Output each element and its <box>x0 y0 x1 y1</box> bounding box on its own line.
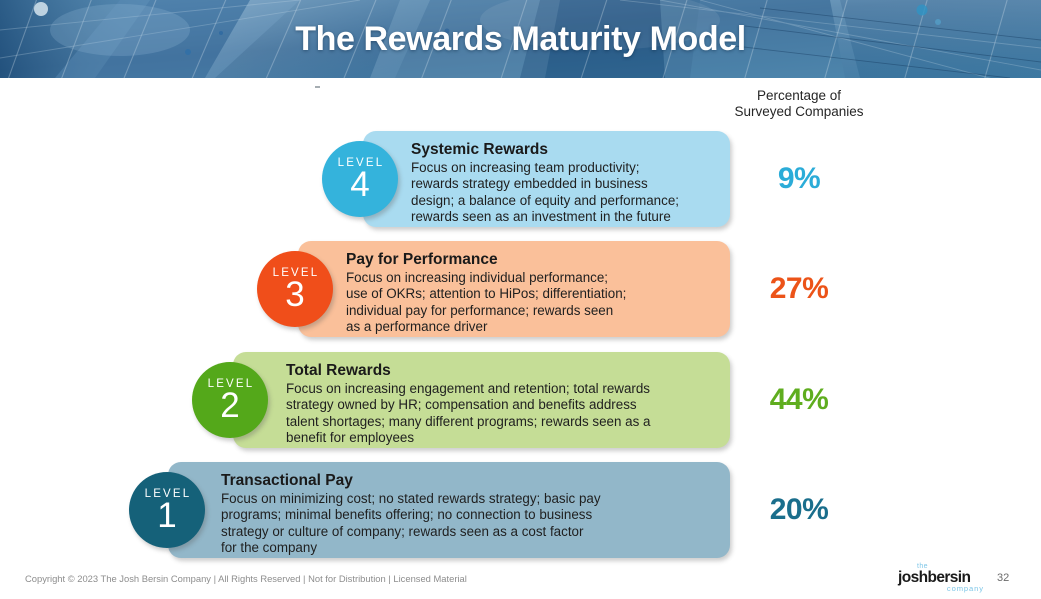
level-card-3 <box>298 241 730 337</box>
level-percentage-3: 27% <box>769 272 829 305</box>
maturity-level-row-1: LEVEL 1 Transactional Pay Focus on minim… <box>0 462 1041 558</box>
column-header-line1: Percentage of <box>756 88 842 103</box>
level-text-3: Pay for Performance Focus on increasing … <box>346 250 718 335</box>
logo-name-text: joshbersin <box>898 569 971 586</box>
level-card-4 <box>363 131 730 227</box>
level-text-1: Transactional Pay Focus on minimizing co… <box>221 471 636 556</box>
level-badge-1: LEVEL 1 <box>129 472 205 548</box>
level-badge-2: LEVEL 2 <box>192 362 268 438</box>
header-banner: The Rewards Maturity Model <box>0 0 1041 78</box>
level-badge-number-3: 3 <box>285 274 305 314</box>
level-title-2: Total Rewards <box>286 362 391 379</box>
level-title-4: Systemic Rewards <box>411 141 548 158</box>
level-title-3: Pay for Performance <box>346 251 498 268</box>
level-description-4: Focus on increasing team productivity; r… <box>411 160 679 224</box>
level-percentage-4: 9% <box>777 162 821 195</box>
level-badge-number-2: 2 <box>220 385 240 425</box>
column-header-line2: Surveyed Companies <box>734 103 864 119</box>
level-badge-4: LEVEL 4 <box>322 141 398 217</box>
level-badge-3: LEVEL 3 <box>257 251 333 327</box>
level-card-2 <box>233 352 730 448</box>
banner-background-image <box>0 0 1041 78</box>
level-percentage-2: 44% <box>769 383 829 416</box>
logo-the-text: the <box>917 563 928 570</box>
maturity-level-row-2: LEVEL 2 Total Rewards Focus on increasin… <box>0 352 1041 448</box>
level-percentage-1: 20% <box>769 493 829 526</box>
percentage-column-header: Percentage of Surveyed Companies <box>708 88 890 119</box>
level-badge-number-1: 1 <box>157 495 177 535</box>
level-badge-word-3: LEVEL <box>272 266 320 279</box>
page-title: The Rewards Maturity Model <box>295 19 746 58</box>
level-badge-word-1: LEVEL <box>144 487 192 500</box>
maturity-level-row-3: LEVEL 3 Pay for Performance Focus on inc… <box>0 241 1041 337</box>
level-description-1: Focus on minimizing cost; no stated rewa… <box>221 491 601 555</box>
level-description-3: Focus on increasing individual performan… <box>346 270 627 334</box>
level-card-1 <box>168 462 730 558</box>
page-number: 32 <box>997 572 1010 584</box>
level-text-2: Total Rewards Focus on increasing engage… <box>286 361 696 446</box>
level-title-1: Transactional Pay <box>221 472 353 489</box>
level-text-4: Systemic Rewards Focus on increasing tea… <box>411 140 716 225</box>
maturity-level-row-4: LEVEL 4 Systemic Rewards Focus on increa… <box>0 131 1041 227</box>
level-badge-word-2: LEVEL <box>207 377 255 390</box>
stray-speck <box>315 86 320 88</box>
level-badge-word-4: LEVEL <box>337 156 385 169</box>
copyright-text: Copyright © 2023 The Josh Bersin Company… <box>25 573 467 584</box>
josh-bersin-company-logo: the joshbersin company <box>898 563 984 594</box>
level-description-2: Focus on increasing engagement and reten… <box>286 381 651 445</box>
level-badge-number-4: 4 <box>350 164 370 204</box>
logo-company-text: company <box>946 584 984 593</box>
